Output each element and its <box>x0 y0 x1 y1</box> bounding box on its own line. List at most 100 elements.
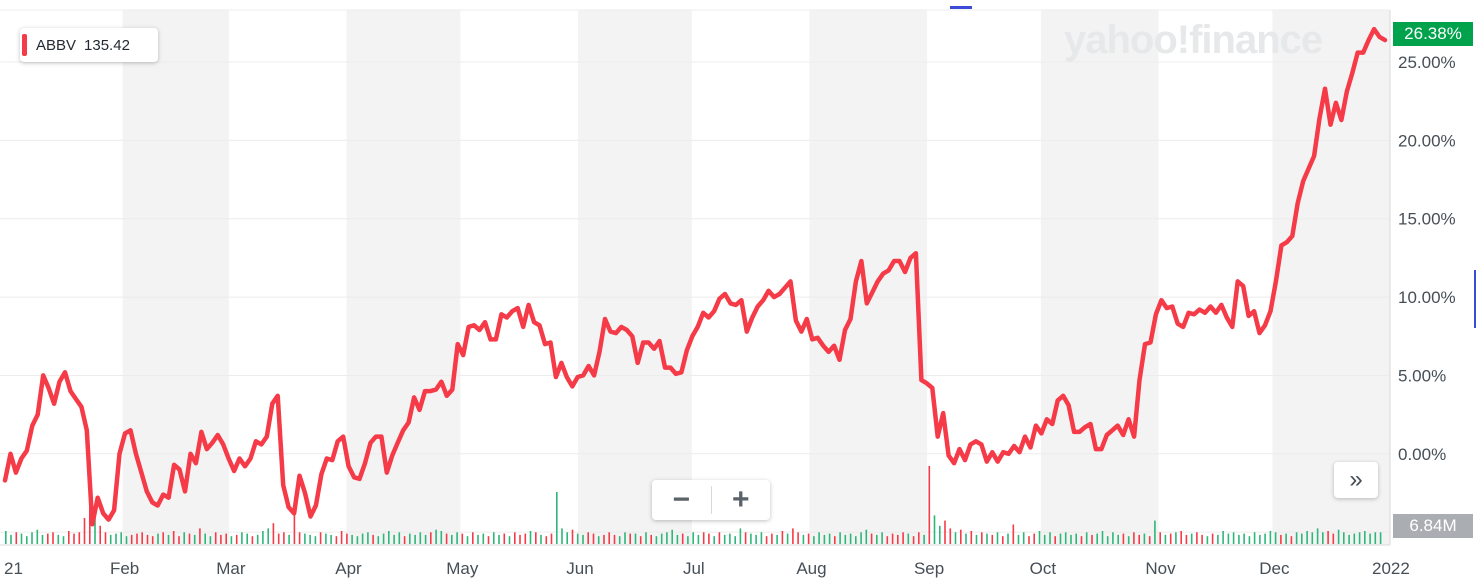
volume-bar <box>1290 536 1293 544</box>
volume-bar <box>592 533 595 544</box>
volume-bar <box>1364 531 1366 544</box>
volume-bar <box>430 532 432 544</box>
volume-bar <box>199 528 201 544</box>
volume-bar <box>356 536 359 544</box>
volume-bar <box>1243 533 1245 544</box>
y-tick-label: 10.00% <box>1398 288 1456 307</box>
x-tick-label: Apr <box>335 559 362 578</box>
volume-bar <box>403 536 406 544</box>
volume-bar <box>167 534 170 544</box>
volume-bar <box>1148 536 1151 544</box>
volume-bar <box>524 533 527 544</box>
volume-bar <box>293 515 296 544</box>
expand-chart-button[interactable]: » <box>1334 462 1378 498</box>
volume-bar <box>1096 533 1098 544</box>
x-tick-label: May <box>446 559 479 578</box>
volume-bar <box>960 529 962 544</box>
range-marker-top <box>950 6 972 9</box>
volume-bar <box>188 533 191 544</box>
volume-bar <box>660 533 663 544</box>
volume-bar <box>241 532 243 544</box>
volume-bar <box>1012 524 1015 544</box>
month-bands <box>122 10 1390 545</box>
zoom-in-button[interactable]: + <box>731 483 750 516</box>
last-value-badge: 26.38% <box>1393 22 1473 46</box>
volume-bar <box>828 533 831 544</box>
volume-bar <box>31 532 33 544</box>
x-tick-label: 2022 <box>1372 559 1410 578</box>
volume-bar <box>372 534 374 544</box>
volume-bar <box>1227 533 1230 544</box>
volume-bar <box>141 532 143 544</box>
volume-bar <box>1059 533 1062 544</box>
series-legend[interactable]: ABBV 135.42 <box>20 28 158 62</box>
volume-bar <box>765 536 768 544</box>
volume-bar <box>529 531 532 544</box>
volume-bar <box>561 528 563 544</box>
volume-bar <box>981 532 983 544</box>
volume-bar <box>493 532 495 544</box>
volume-bar <box>10 534 12 544</box>
volume-bar <box>965 533 967 544</box>
volume-bar <box>939 525 941 544</box>
volume-bar <box>424 534 427 544</box>
volume-bar <box>62 536 65 544</box>
volume-bar <box>792 528 794 544</box>
volume-bar <box>251 536 254 544</box>
volume-bar <box>702 532 705 544</box>
volume-bar <box>571 529 574 544</box>
volume-bar <box>78 532 81 544</box>
volume-bar <box>834 536 836 544</box>
volume-bar <box>713 536 715 544</box>
volume-bar <box>1017 534 1020 544</box>
volume-bar <box>1232 532 1235 544</box>
volume-bar <box>183 532 185 544</box>
volume-bar <box>870 533 873 544</box>
volume-bar <box>865 529 868 544</box>
volume-bar <box>162 532 164 544</box>
volume-bar <box>996 532 999 544</box>
last-volume-badge: 6.84M <box>1393 514 1473 538</box>
month-band <box>577 10 692 545</box>
volume-bar <box>1112 532 1114 544</box>
volume-bar <box>1106 536 1109 544</box>
volume-bar <box>419 532 422 544</box>
volume-bar <box>1033 533 1035 544</box>
volume-bar <box>461 533 464 544</box>
volume-bar <box>1064 532 1067 544</box>
volume-bar <box>178 536 180 544</box>
volume-bar <box>891 533 894 544</box>
volume-bar <box>540 534 542 544</box>
volume-bar <box>1190 533 1193 544</box>
month-band <box>1040 10 1159 545</box>
volume-bar <box>346 533 348 544</box>
volume-bar <box>613 534 616 544</box>
volume-bar <box>718 532 721 544</box>
volume-bar <box>692 532 694 544</box>
x-tick-label: Mar <box>216 559 246 578</box>
volume-bar <box>382 533 385 544</box>
volume-bar <box>1022 532 1025 544</box>
y-axis: 25.00%20.00%15.00%10.00%5.00%0.00%-5.00% <box>1389 10 1456 545</box>
volume-bar <box>650 534 652 544</box>
volume-bar <box>508 536 511 544</box>
x-tick-label: Oct <box>1030 559 1057 578</box>
volume-bar <box>1306 531 1308 544</box>
volume-bar <box>94 515 96 544</box>
volume-bar <box>781 531 784 544</box>
volume-bar <box>839 532 841 544</box>
volume-bar <box>671 529 673 544</box>
zoom-out-button[interactable]: − <box>672 483 691 516</box>
volume-bar <box>587 532 589 544</box>
volume-bar <box>172 531 175 544</box>
volume-bar <box>393 534 395 544</box>
volume-bar <box>881 532 883 544</box>
volume-bar <box>272 523 275 544</box>
volume-bar <box>89 507 91 544</box>
volume-bar <box>1169 533 1172 544</box>
volume-bar <box>57 534 60 544</box>
volume-bar <box>5 531 7 544</box>
volume-bar <box>639 536 642 544</box>
double-chevron-right-icon: » <box>1349 466 1363 493</box>
